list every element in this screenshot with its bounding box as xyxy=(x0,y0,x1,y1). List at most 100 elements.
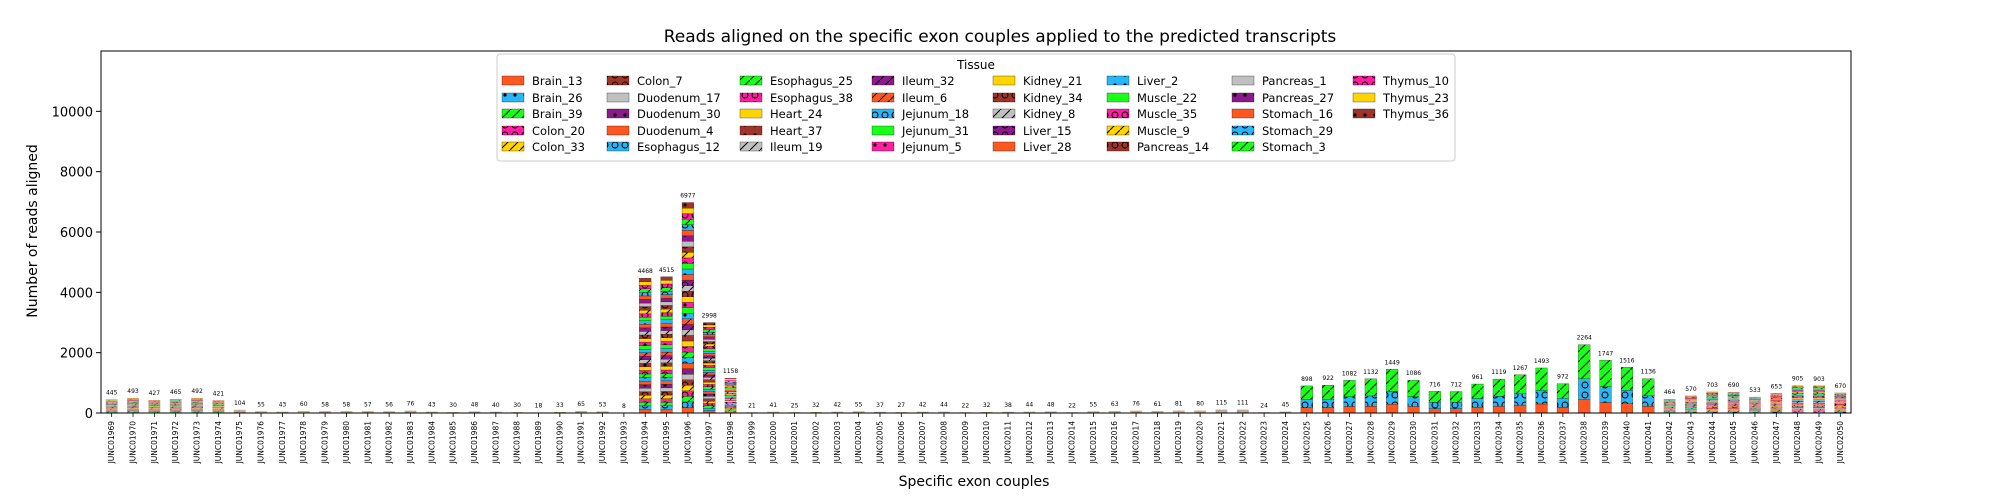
y-tick-label: 4000 xyxy=(60,286,93,301)
legend-label: Brain_26 xyxy=(532,91,583,105)
bar-segment xyxy=(1813,391,1825,392)
x-tick-label: JUNC01977 xyxy=(278,421,287,465)
bar-segment xyxy=(682,396,694,402)
bar-segment xyxy=(1813,412,1825,413)
bar-group-JUNC02049 xyxy=(1813,386,1825,413)
bar-segment xyxy=(639,353,651,357)
bar-segment xyxy=(1728,408,1740,409)
bar-value-label: 32 xyxy=(983,402,991,409)
bar-value-label: 43 xyxy=(428,402,436,409)
bar-segment xyxy=(1642,406,1654,413)
bar-segment xyxy=(1813,389,1825,390)
bar-segment xyxy=(725,407,737,408)
bar-segment xyxy=(1386,369,1398,391)
bar-segment xyxy=(682,335,694,341)
legend-label: Jejunum_18 xyxy=(901,107,969,121)
legend-swatch xyxy=(993,126,1015,135)
x-tick-label: JUNC01976 xyxy=(257,421,266,465)
bar-segment xyxy=(1813,400,1825,401)
bar-segment xyxy=(639,300,651,304)
bar-segment xyxy=(1728,399,1740,400)
bar-segment xyxy=(1728,396,1740,397)
bar-segment xyxy=(661,313,673,317)
bar-group-JUNC02029 xyxy=(1386,369,1398,413)
bar-segment xyxy=(661,406,673,410)
bar-segment xyxy=(703,396,715,398)
bar-segment xyxy=(725,384,737,385)
bar-segment xyxy=(661,356,673,360)
legend-label: Jejunum_31 xyxy=(901,124,969,138)
bar-segment xyxy=(703,354,715,356)
x-tick-label: JUNC02017 xyxy=(1132,421,1141,465)
bar-segment xyxy=(661,370,673,374)
bar-value-label: 42 xyxy=(833,402,841,409)
bar-segment xyxy=(1834,398,1846,399)
legend-swatch xyxy=(872,142,894,151)
x-tick-label: JUNC02012 xyxy=(1025,421,1034,465)
legend-label: Pancreas_1 xyxy=(1262,74,1327,88)
x-tick-label: JUNC01987 xyxy=(491,421,500,465)
bar-segment xyxy=(1728,399,1740,400)
x-tick-label: JUNC02044 xyxy=(1708,421,1717,465)
bar-segment xyxy=(1706,396,1718,397)
bar-segment xyxy=(703,323,715,325)
legend-swatch xyxy=(740,109,762,118)
bar-group-JUNC02040 xyxy=(1621,367,1633,413)
x-tick-label: JUNC01972 xyxy=(171,421,180,465)
bar-segment xyxy=(682,225,694,231)
x-tick-label: JUNC02041 xyxy=(1644,421,1653,465)
bar-segment xyxy=(1770,406,1782,407)
bar-segment xyxy=(661,288,673,292)
bar-value-label: 115 xyxy=(1216,400,1228,407)
x-tick-label: JUNC01989 xyxy=(534,421,543,465)
legend-swatch xyxy=(872,93,894,102)
bar-segment xyxy=(1813,394,1825,395)
bar-segment xyxy=(725,398,737,399)
bar-segment xyxy=(639,406,651,410)
bar-value-label: 465 xyxy=(170,389,182,396)
bar-value-label: 4468 xyxy=(638,268,653,275)
bar-segment xyxy=(1834,397,1846,398)
y-axis-label: Number of reads aligned xyxy=(25,144,41,318)
bar-segment xyxy=(1834,396,1846,397)
bar-value-label: 81 xyxy=(1175,401,1183,408)
bar-segment xyxy=(1834,403,1846,404)
legend: TissueBrain_13Brain_26Brain_39Colon_20Co… xyxy=(497,54,1455,161)
bar-group-JUNC01995 xyxy=(661,277,673,413)
bar-segment xyxy=(1792,399,1804,400)
bar-group-JUNC02036 xyxy=(1536,368,1548,413)
bar-group-JUNC02032 xyxy=(1450,392,1462,413)
bar-value-label: 703 xyxy=(1707,382,1719,389)
bar-group-JUNC01996 xyxy=(682,203,694,413)
bar-segment xyxy=(639,381,651,385)
bar-segment xyxy=(1728,395,1740,396)
bar-value-label: 58 xyxy=(343,401,351,408)
bar-segment xyxy=(1792,409,1804,410)
legend-swatch xyxy=(872,109,894,118)
bar-segment xyxy=(639,402,651,406)
x-tick-label: JUNC02021 xyxy=(1217,421,1226,465)
bar-segment xyxy=(1792,406,1804,407)
x-tick-label: JUNC02001 xyxy=(790,421,799,465)
bar-segment xyxy=(682,252,694,258)
bar-group-JUNC01998 xyxy=(725,378,737,413)
bar-value-label: 44 xyxy=(1026,402,1034,409)
bar-segment xyxy=(1770,409,1782,410)
bar-segment xyxy=(1600,387,1612,403)
bar-segment xyxy=(682,258,694,264)
bar-segment xyxy=(1706,411,1718,412)
bar-segment xyxy=(1770,403,1782,404)
bar-segment xyxy=(1706,393,1718,394)
bar-segment xyxy=(725,391,737,392)
legend-swatch xyxy=(502,142,524,151)
bar-segment xyxy=(682,214,694,220)
bar-segment xyxy=(1792,393,1804,394)
bar-segment xyxy=(639,303,651,307)
bar-segment xyxy=(1344,397,1356,407)
bar-segment xyxy=(703,342,715,344)
legend-label: Pancreas_14 xyxy=(1137,140,1209,154)
x-tick-label: JUNC02043 xyxy=(1686,421,1695,465)
bar-segment xyxy=(1706,406,1718,407)
legend-swatch xyxy=(740,142,762,151)
legend-swatch xyxy=(1107,76,1129,85)
